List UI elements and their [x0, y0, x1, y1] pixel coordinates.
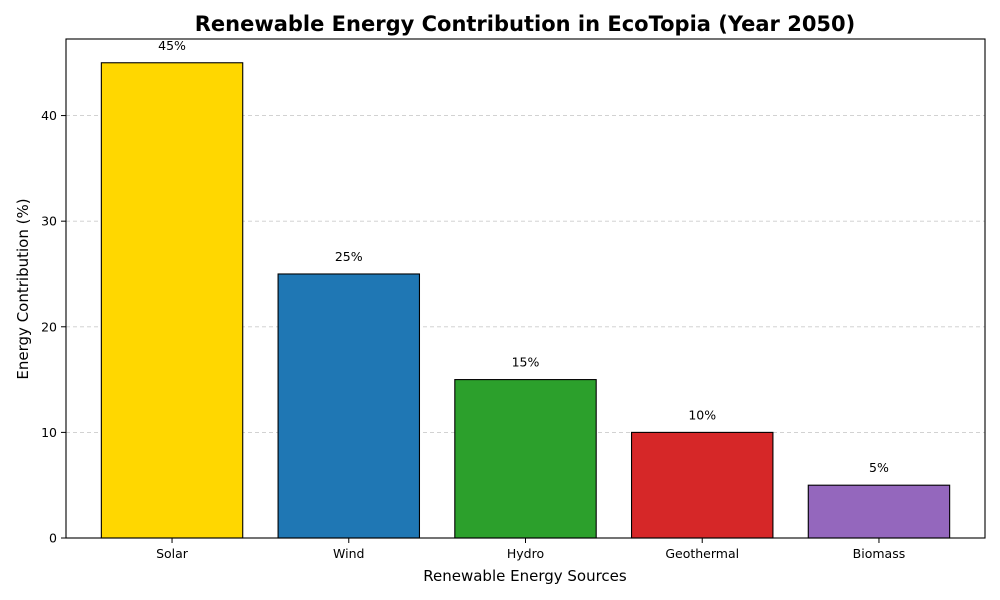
- x-tick-label-biomass: Biomass: [853, 546, 906, 561]
- data-label-layer: 45% 25% 15% 10% 5%: [158, 38, 889, 475]
- x-tick-label-solar: Solar: [156, 546, 189, 561]
- y-axis-label: Energy Contribution (%): [14, 198, 32, 379]
- data-label-geothermal: 10%: [688, 407, 716, 422]
- x-tick-label-hydro: Hydro: [507, 546, 544, 561]
- data-label-biomass: 5%: [869, 460, 889, 475]
- x-tick-label-geothermal: Geothermal: [665, 546, 739, 561]
- x-tick-label-wind: Wind: [333, 546, 364, 561]
- grid-layer: [66, 115, 985, 433]
- axis-layer: 0 10 20 30 40 Solar Wind Hydro Geothermal Biomass: [41, 38, 986, 561]
- data-label-wind: 25%: [335, 249, 363, 264]
- y-tick-label: 20: [41, 319, 57, 334]
- x-axis-label: Renewable Energy Sources: [423, 567, 627, 585]
- bar-layer: [100, 62, 951, 539]
- y-tick-label: 10: [41, 425, 57, 440]
- bar-wind: [277, 273, 421, 539]
- y-tick-label: 0: [49, 531, 57, 546]
- bar-geothermal: [630, 431, 774, 539]
- bar-hydro: [454, 379, 597, 539]
- y-tick-label: 40: [41, 108, 57, 123]
- y-tick-label: 30: [41, 214, 57, 229]
- bar-solar: [100, 62, 244, 539]
- chart-title: Renewable Energy Contribution in EcoTopi…: [195, 12, 856, 36]
- data-label-hydro: 15%: [512, 355, 540, 370]
- bar-biomass: [807, 484, 951, 539]
- data-label-solar: 45%: [158, 38, 186, 53]
